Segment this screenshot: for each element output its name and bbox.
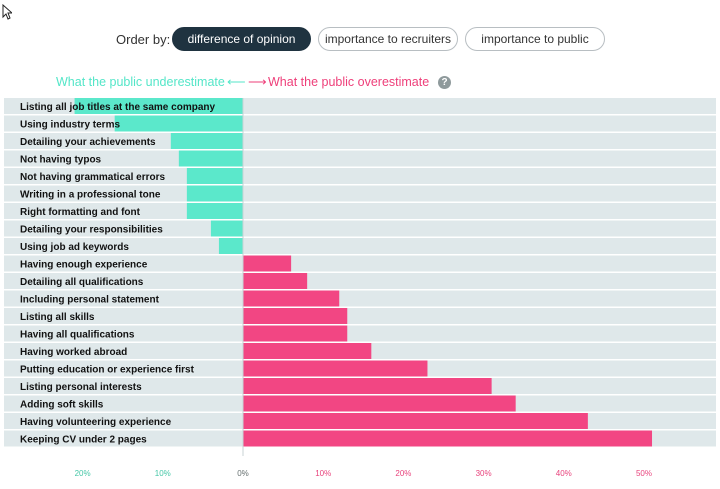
left-arrow-icon: ⟵ xyxy=(227,74,246,89)
bar-chart: Listing all job titles at the same compa… xyxy=(4,98,716,478)
bar[interactable] xyxy=(243,378,492,394)
x-tick-label: 20% xyxy=(75,469,91,478)
row-band xyxy=(4,325,716,342)
category-label: Writing in a professional tone xyxy=(20,190,161,201)
x-tick-label: 40% xyxy=(556,469,572,478)
x-tick-label: 10% xyxy=(155,469,171,478)
x-tick-label: 10% xyxy=(315,469,331,478)
category-label: Having worked abroad xyxy=(20,347,127,358)
category-label: Adding soft skills xyxy=(20,400,104,411)
x-tick-label: 0% xyxy=(237,469,249,478)
row-band xyxy=(4,220,716,237)
order-by-label: Order by: xyxy=(116,32,171,47)
category-label: Listing personal interests xyxy=(20,382,142,393)
row-band xyxy=(4,168,716,184)
bar[interactable] xyxy=(243,273,308,289)
bar[interactable] xyxy=(170,133,243,149)
mouse-cursor-icon xyxy=(2,4,12,20)
bar[interactable] xyxy=(178,150,243,167)
category-label: Right formatting and font xyxy=(20,207,141,218)
legend-overestimate: What the public overestimate xyxy=(268,75,430,89)
category-label: Not having typos xyxy=(20,155,102,166)
bar[interactable] xyxy=(243,343,372,359)
bar[interactable] xyxy=(74,98,243,114)
legend-underestimate: What the public underestimate xyxy=(56,75,225,89)
category-label: Putting education or experience first xyxy=(20,365,195,376)
category-label: Having enough experience xyxy=(20,260,148,271)
bar[interactable] xyxy=(186,203,243,219)
category-label: Not having grammatical errors xyxy=(20,172,165,183)
row-band xyxy=(4,203,716,219)
order-public-button[interactable]: importance to public xyxy=(465,27,605,51)
row-band xyxy=(4,238,716,254)
bar[interactable] xyxy=(243,413,588,429)
bar[interactable] xyxy=(243,255,292,272)
bar[interactable] xyxy=(210,220,243,237)
category-label: Using industry terms xyxy=(20,120,120,131)
bar[interactable] xyxy=(243,395,516,412)
order-recruiters-button[interactable]: importance to recruiters xyxy=(318,27,458,51)
category-label: Using job ad keywords xyxy=(20,242,129,253)
category-label: Detailing your achievements xyxy=(20,137,156,148)
category-label: Detailing all qualifications xyxy=(20,277,144,288)
bar[interactable] xyxy=(243,290,340,307)
bar[interactable] xyxy=(243,308,348,324)
x-tick-label: 30% xyxy=(476,469,492,478)
category-label: Including personal statement xyxy=(20,295,160,306)
order-by-bar: Order by: difference of opinion importan… xyxy=(0,27,720,53)
row-band xyxy=(4,255,716,272)
x-tick-label: 50% xyxy=(636,469,652,478)
row-band xyxy=(4,290,716,307)
category-label: Listing all job titles at the same compa… xyxy=(20,102,215,113)
row-band xyxy=(4,308,716,324)
bar[interactable] xyxy=(114,115,244,132)
bar[interactable] xyxy=(243,325,348,342)
bar[interactable] xyxy=(243,360,428,377)
order-difference-button[interactable]: difference of opinion xyxy=(172,27,311,51)
category-label: Listing all skills xyxy=(20,312,95,323)
help-icon[interactable]: ? xyxy=(438,76,451,89)
bar[interactable] xyxy=(186,168,243,184)
category-label: Having volunteering experience xyxy=(20,417,172,428)
right-arrow-icon: ⟶ xyxy=(248,74,267,89)
category-label: Having all qualifications xyxy=(20,330,135,341)
category-label: Detailing your responsibilities xyxy=(20,225,163,236)
category-label: Keeping CV under 2 pages xyxy=(20,435,147,446)
row-band xyxy=(4,273,716,289)
bar[interactable] xyxy=(243,430,653,447)
row-band xyxy=(4,185,716,202)
legend: What the public underestimate ⟵ ⟶ What t… xyxy=(0,74,720,93)
row-band xyxy=(4,150,716,167)
x-tick-label: 20% xyxy=(395,469,411,478)
bar[interactable] xyxy=(218,238,243,254)
bar[interactable] xyxy=(186,185,243,202)
